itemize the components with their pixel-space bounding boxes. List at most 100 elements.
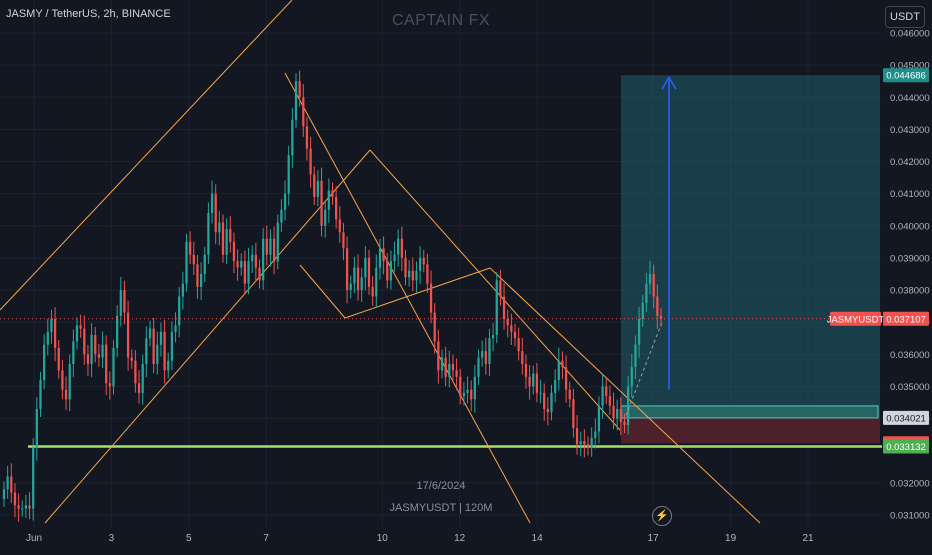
- candle-body[interactable]: [426, 264, 429, 284]
- candle-body[interactable]: [218, 222, 221, 233]
- candle-body[interactable]: [229, 229, 232, 242]
- candle-body[interactable]: [466, 389, 469, 393]
- candle-body[interactable]: [101, 344, 104, 358]
- candle-body[interactable]: [502, 296, 506, 319]
- candle-body[interactable]: [6, 476, 9, 490]
- candle-body[interactable]: [24, 505, 28, 509]
- candle-body[interactable]: [652, 274, 655, 297]
- candle-body[interactable]: [50, 318, 53, 332]
- candle-body[interactable]: [506, 318, 509, 326]
- candle-body[interactable]: [575, 428, 579, 445]
- candle-body[interactable]: [119, 290, 122, 316]
- candle-body[interactable]: [382, 248, 385, 262]
- candle-body[interactable]: [236, 261, 239, 268]
- candle-body[interactable]: [90, 335, 93, 364]
- candle-body[interactable]: [159, 331, 163, 345]
- candle-body[interactable]: [422, 257, 425, 265]
- candle-body[interactable]: [433, 312, 436, 342]
- candle-body[interactable]: [411, 270, 414, 281]
- candle-body[interactable]: [68, 363, 71, 400]
- candle-body[interactable]: [156, 344, 159, 364]
- candle-body[interactable]: [309, 148, 312, 175]
- candle-body[interactable]: [57, 347, 60, 371]
- candle-body[interactable]: [491, 335, 495, 339]
- candle-body[interactable]: [404, 257, 407, 278]
- candle-body[interactable]: [335, 196, 338, 220]
- candle-body[interactable]: [634, 344, 637, 368]
- candle-body[interactable]: [32, 447, 35, 509]
- candle-body[interactable]: [546, 408, 549, 413]
- candle-body[interactable]: [375, 267, 378, 297]
- candle-body[interactable]: [141, 363, 144, 393]
- candle-body[interactable]: [152, 328, 155, 364]
- candle-body[interactable]: [189, 241, 192, 255]
- candle-body[interactable]: [130, 357, 133, 361]
- candle-body[interactable]: [196, 264, 199, 287]
- candle-body[interactable]: [324, 209, 327, 226]
- candle-body[interactable]: [499, 280, 502, 297]
- candle-body[interactable]: [630, 367, 633, 387]
- candle-body[interactable]: [316, 180, 320, 197]
- candle-body[interactable]: [459, 376, 462, 397]
- candle-body[interactable]: [287, 155, 290, 194]
- candle-body[interactable]: [371, 286, 374, 297]
- candle-body[interactable]: [178, 296, 181, 326]
- candle-body[interactable]: [561, 360, 564, 368]
- candle-body[interactable]: [294, 81, 298, 120]
- candle-body[interactable]: [389, 261, 393, 281]
- candle-body[interactable]: [313, 174, 316, 197]
- candle-body[interactable]: [543, 392, 546, 409]
- candle-body[interactable]: [557, 360, 560, 381]
- price-axis[interactable]: [882, 0, 932, 550]
- candle-body[interactable]: [276, 222, 279, 262]
- candle-body[interactable]: [645, 283, 648, 303]
- candle-body[interactable]: [280, 209, 283, 223]
- trend-line[interactable]: [0, 0, 293, 311]
- candle-body[interactable]: [181, 283, 184, 297]
- candle-body[interactable]: [207, 212, 210, 255]
- candle-body[interactable]: [583, 441, 586, 445]
- candle-body[interactable]: [83, 328, 86, 355]
- candle-body[interactable]: [455, 370, 458, 377]
- candle-body[interactable]: [608, 396, 612, 406]
- candle-body[interactable]: [597, 405, 601, 432]
- candle-body[interactable]: [481, 351, 484, 358]
- candle-body[interactable]: [448, 363, 451, 377]
- candle-body[interactable]: [367, 257, 371, 287]
- candle-body[interactable]: [408, 270, 411, 278]
- candle-body[interactable]: [484, 351, 487, 364]
- candle-body[interactable]: [601, 386, 604, 406]
- candle-body[interactable]: [108, 383, 111, 387]
- candle-body[interactable]: [254, 254, 257, 268]
- candle-body[interactable]: [262, 238, 265, 281]
- trend-line[interactable]: [284, 72, 531, 524]
- candle-body[interactable]: [203, 254, 206, 274]
- candle-body[interactable]: [356, 267, 360, 291]
- candle-body[interactable]: [221, 222, 225, 255]
- candle-body[interactable]: [444, 357, 447, 377]
- candle-body[interactable]: [43, 344, 46, 381]
- candle-body[interactable]: [378, 248, 382, 268]
- trend-line[interactable]: [299, 264, 346, 319]
- candle-body[interactable]: [510, 325, 513, 332]
- candle-body[interactable]: [283, 193, 287, 210]
- candle-body[interactable]: [415, 270, 418, 281]
- candle-body[interactable]: [550, 392, 553, 413]
- candle-body[interactable]: [605, 386, 608, 397]
- candle-body[interactable]: [170, 331, 174, 361]
- candle-body[interactable]: [517, 338, 520, 352]
- candle-body[interactable]: [269, 238, 272, 255]
- candle-body[interactable]: [10, 476, 13, 493]
- candle-body[interactable]: [265, 238, 268, 255]
- candle-body[interactable]: [590, 437, 593, 448]
- candle-body[interactable]: [148, 328, 152, 339]
- candle-body[interactable]: [327, 190, 330, 210]
- candle-body[interactable]: [137, 383, 141, 393]
- candle-body[interactable]: [539, 392, 542, 394]
- candle-body[interactable]: [659, 315, 663, 319]
- candle-body[interactable]: [393, 254, 396, 262]
- entry-box[interactable]: [620, 405, 879, 419]
- candle-body[interactable]: [123, 290, 126, 313]
- candle-body[interactable]: [349, 283, 352, 291]
